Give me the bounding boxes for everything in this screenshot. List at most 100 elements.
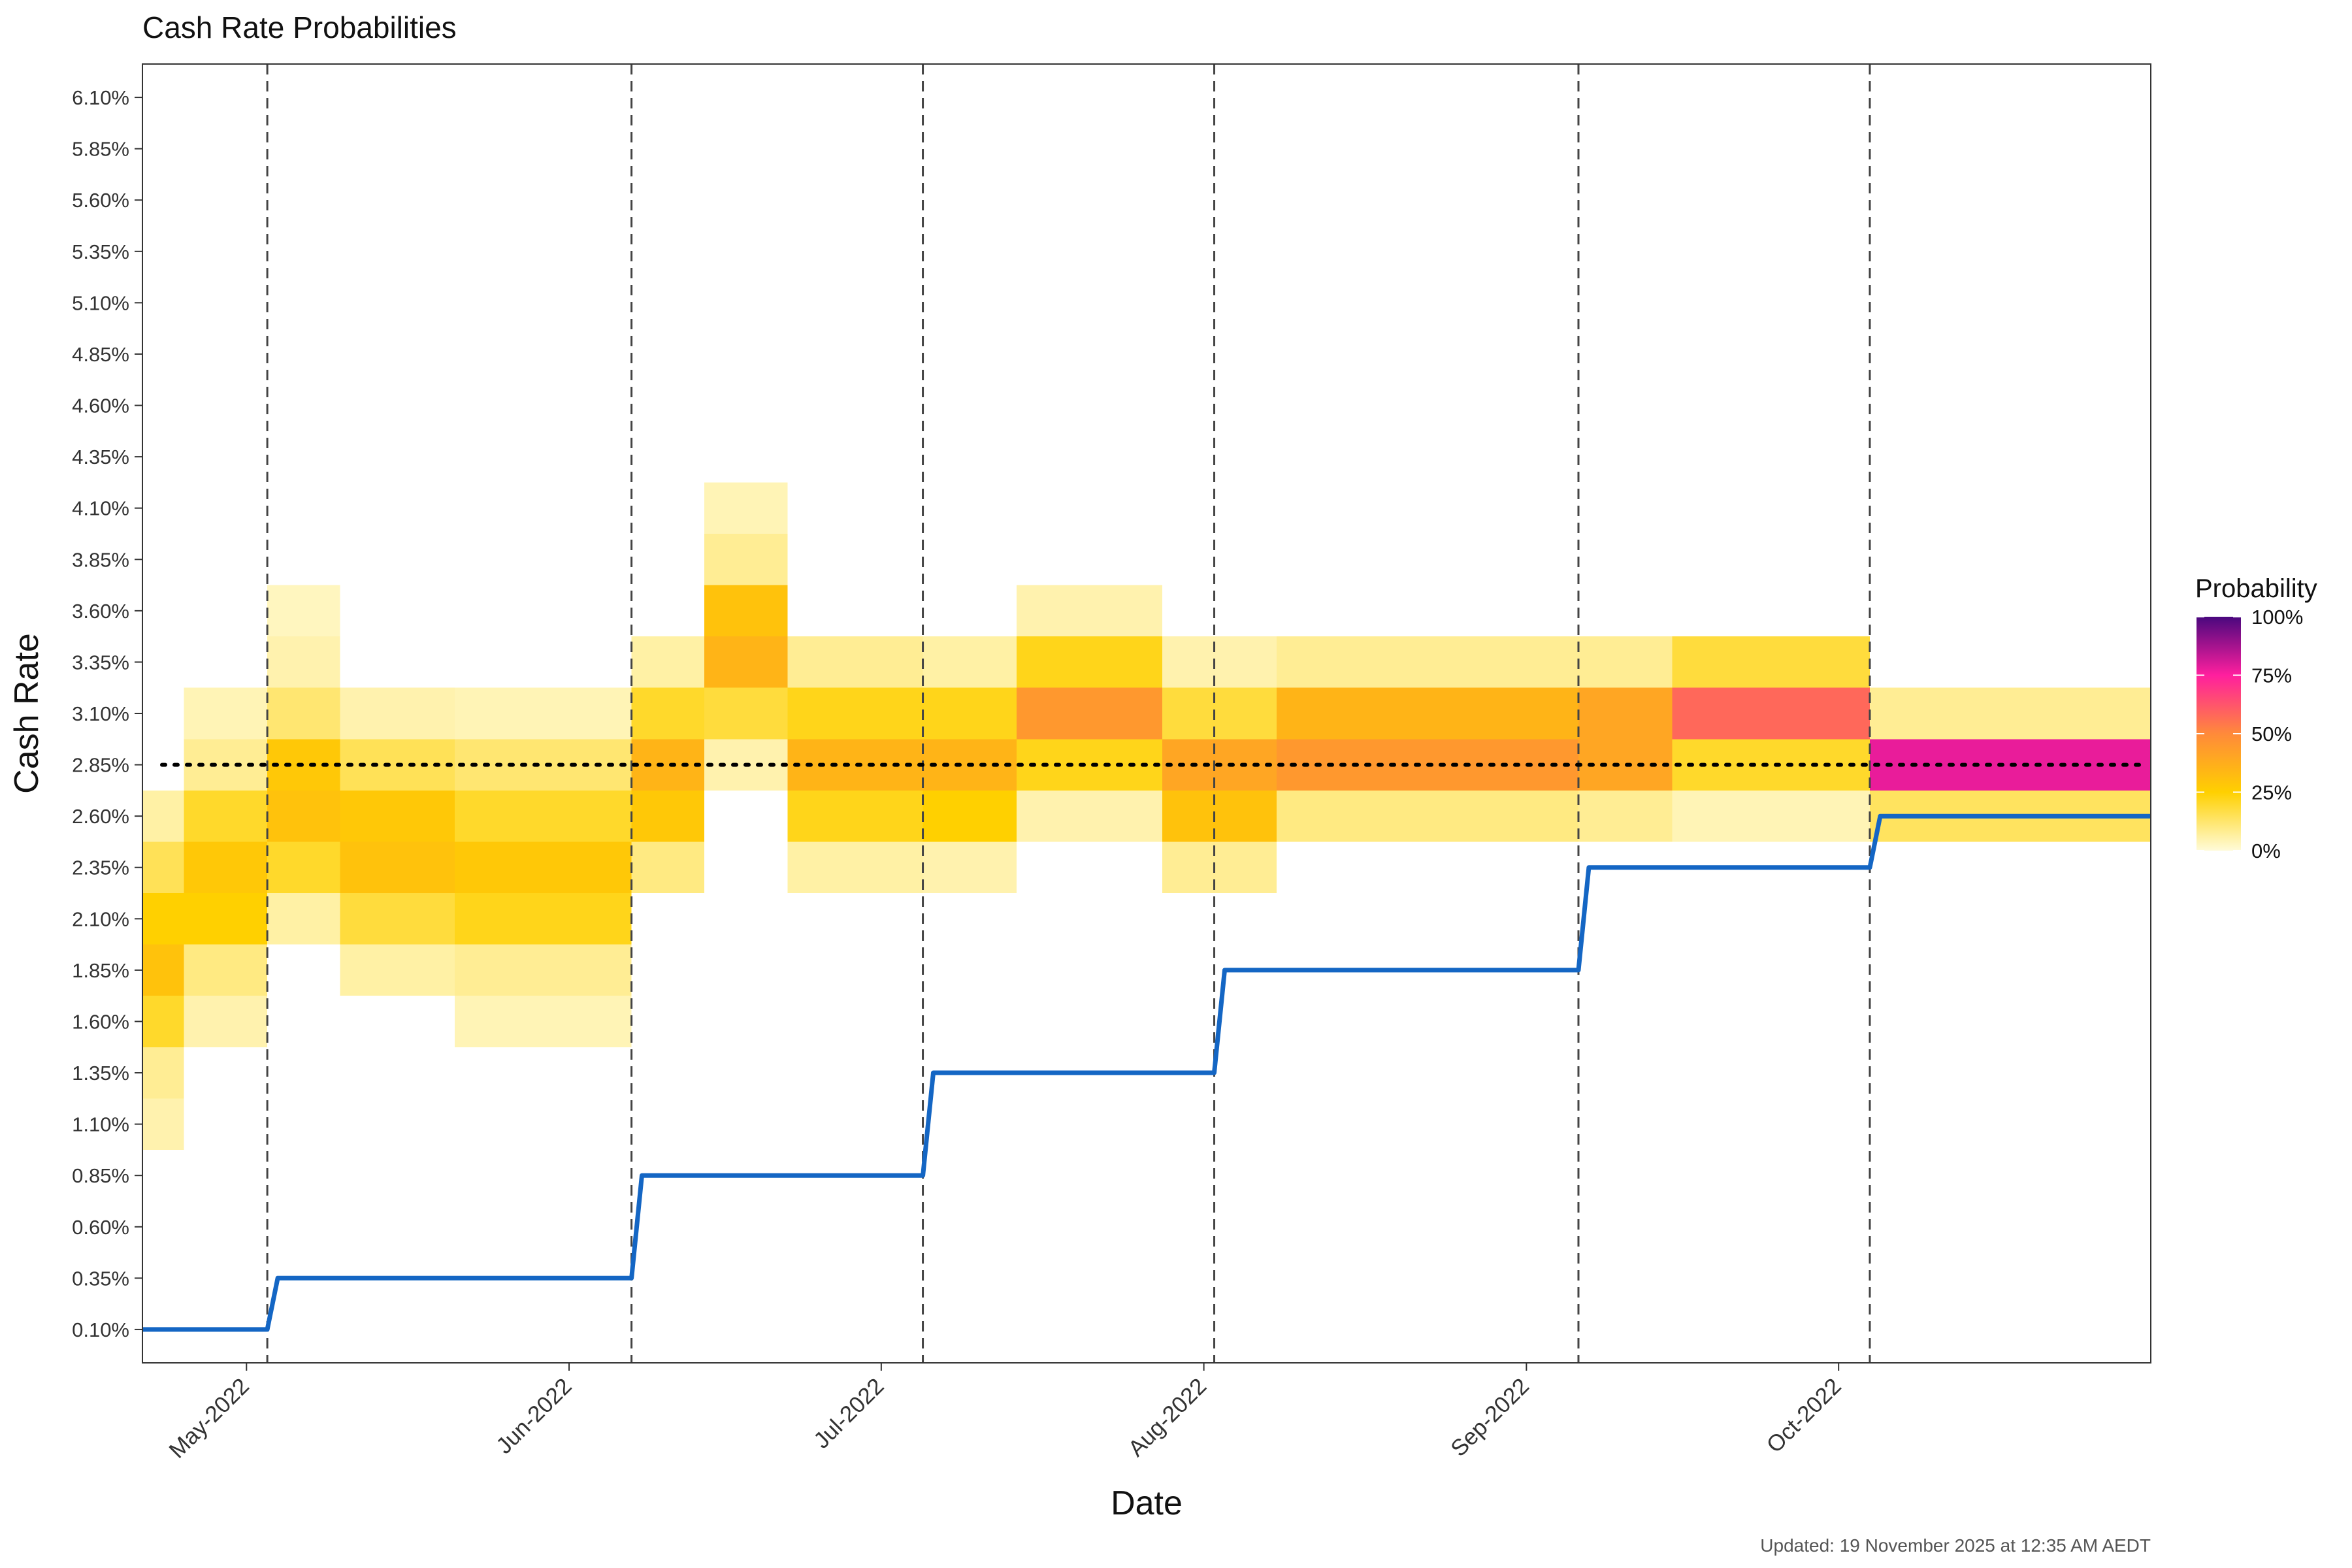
y-tick-label: 4.85% <box>72 343 129 366</box>
chart-title: Cash Rate Probabilities <box>142 10 457 44</box>
x-tick-label: Aug-2022 <box>1123 1373 1211 1462</box>
heatmap-tile <box>923 687 1017 740</box>
heatmap-tile <box>267 687 340 740</box>
heatmap-tile <box>787 687 923 740</box>
y-tick-label: 0.35% <box>72 1267 129 1290</box>
updated-caption: Updated: 19 November 2025 at 12:35 AM AE… <box>1760 1535 2151 1556</box>
heatmap-tile <box>1277 687 1578 740</box>
heatmap-tile <box>704 533 788 585</box>
y-tick-label: 1.10% <box>72 1113 129 1136</box>
heatmap-tile <box>267 893 340 945</box>
heatmap-tile <box>454 996 632 1047</box>
heatmap-tile <box>340 893 455 945</box>
heatmap-tile <box>454 739 632 791</box>
cash-rate-line <box>142 813 2151 1332</box>
y-tick-label: 3.10% <box>72 702 129 725</box>
heatmap-tile <box>454 687 632 740</box>
series-layer <box>142 813 2151 1332</box>
heatmap-tile <box>267 636 340 688</box>
x-tick-label: Jul-2022 <box>809 1373 889 1454</box>
legend-title: Probability <box>2195 574 2317 603</box>
y-tick-label: 4.10% <box>72 497 129 520</box>
heatmap-tile <box>704 482 788 534</box>
heatmap-tile <box>340 790 455 842</box>
y-tick-label: 5.10% <box>72 291 129 314</box>
x-axis-label: Date <box>1111 1484 1183 1522</box>
heatmap-tile <box>1277 790 1578 842</box>
y-tick-label: 0.10% <box>72 1318 129 1341</box>
x-tick-label: Oct-2022 <box>1761 1373 1846 1458</box>
heatmap-tile <box>142 996 184 1047</box>
heatmap-tile <box>142 841 184 894</box>
heatmap-tile <box>142 790 184 842</box>
heatmap-tile <box>787 790 923 842</box>
heatmap-tile <box>340 687 455 740</box>
heatmap-tile <box>1016 739 1162 791</box>
heatmap-tile <box>1016 687 1162 740</box>
meeting-lines <box>160 64 2146 1363</box>
y-tick-label: 1.35% <box>72 1062 129 1085</box>
y-tick-label: 2.10% <box>72 907 129 930</box>
x-tick-label: Jun-2022 <box>491 1373 577 1459</box>
y-tick-label: 1.60% <box>72 1010 129 1033</box>
y-axis: 0.10% 0.35% 0.60% 0.85% 1.10% 1.35% 1.60% 1.85%… <box>72 86 142 1341</box>
y-tick-label: 0.60% <box>72 1216 129 1239</box>
legend-label: 0% <box>2251 840 2281 862</box>
heatmap-tile <box>704 585 788 637</box>
heatmap-tile <box>454 841 632 894</box>
x-tick-label: May-2022 <box>164 1373 254 1463</box>
y-tick-label: 2.35% <box>72 857 129 879</box>
heatmap-tile <box>142 944 184 996</box>
legend-label: 75% <box>2251 664 2292 687</box>
heatmap-tile <box>631 687 705 740</box>
heatmap-tile <box>631 790 705 842</box>
heatmap-tile <box>1578 790 1673 842</box>
y-tick-label: 3.85% <box>72 548 129 571</box>
heatmap-tile <box>1162 636 1277 688</box>
heatmap-tile <box>454 944 632 996</box>
heatmap-tile <box>142 1047 184 1099</box>
legend: Probability 100% 75% 50% 25% 0% <box>2195 574 2317 862</box>
y-tick-label: 3.35% <box>72 651 129 674</box>
heatmap-tile <box>267 790 340 842</box>
legend-ticks: 100% 75% 50% 25% 0% <box>2197 606 2303 862</box>
heatmap-tile <box>267 585 340 637</box>
y-tick-label: 2.60% <box>72 805 129 828</box>
heatmap-tile <box>1016 585 1162 637</box>
heatmap-tile <box>267 841 340 894</box>
heatmap-tile <box>923 790 1017 842</box>
heatmap-tile <box>1016 790 1162 842</box>
heatmap-tile <box>340 841 455 894</box>
x-tick-label: Sep-2022 <box>1446 1373 1534 1462</box>
heatmap-tile <box>1672 687 1870 740</box>
heatmap-tile <box>631 841 705 894</box>
x-axis: May-2022 Jun-2022 Jul-2022 Aug-2022 Sep-2022… <box>164 1363 1846 1463</box>
heatmap-tile <box>340 944 455 996</box>
heatmap-tile <box>142 1098 184 1150</box>
heatmap-tile <box>787 636 923 688</box>
heatmap-tile <box>184 841 268 894</box>
heatmap-tile <box>704 636 788 688</box>
y-tick-label: 2.85% <box>72 754 129 777</box>
y-tick-label: 1.85% <box>72 959 129 982</box>
legend-label: 25% <box>2251 781 2292 804</box>
heatmap-tile <box>454 893 632 945</box>
heatmap-tile <box>1162 790 1277 842</box>
y-tick-label: 4.60% <box>72 395 129 417</box>
heatmap-tile <box>1162 687 1277 740</box>
heatmap-tile <box>923 636 1017 688</box>
heatmap-layer <box>142 482 2151 1150</box>
y-tick-label: 5.60% <box>72 189 129 212</box>
y-tick-label: 3.60% <box>72 600 129 623</box>
heatmap-tile <box>923 841 1017 894</box>
legend-label: 50% <box>2251 723 2292 745</box>
heatmap-tile <box>184 790 268 842</box>
heatmap-tile <box>1672 636 1870 688</box>
heatmap-tile <box>1869 687 2151 740</box>
heatmap-tile <box>184 687 268 740</box>
heatmap-tile <box>1672 790 1870 842</box>
heatmap-tile <box>787 841 923 894</box>
heatmap-tile <box>454 790 632 842</box>
y-tick-label: 5.35% <box>72 240 129 263</box>
y-tick-label: 5.85% <box>72 138 129 161</box>
